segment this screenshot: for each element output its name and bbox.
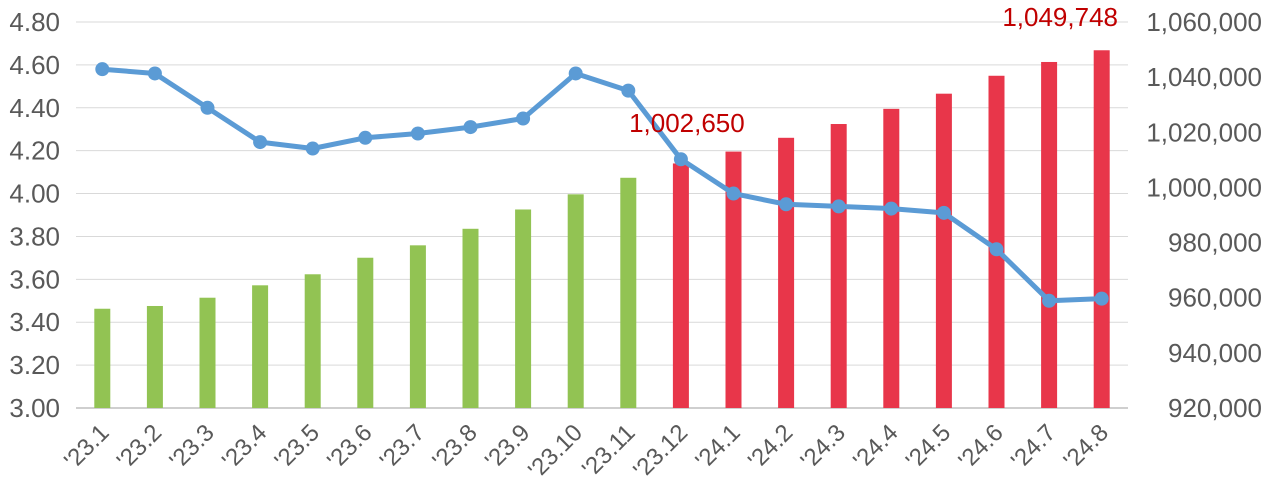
x-tick-label: '24.6 xyxy=(953,419,1008,474)
right-tick-label: 920,000 xyxy=(1168,393,1262,423)
bar xyxy=(567,194,584,408)
left-tick-label: 3.20 xyxy=(9,350,60,380)
right-tick-label: 1,020,000 xyxy=(1146,117,1262,147)
left-tick-label: 4.80 xyxy=(9,7,60,37)
line-point xyxy=(673,152,688,167)
line-point xyxy=(831,199,846,214)
data-label: 1,049,748 xyxy=(1002,2,1118,32)
left-tick-label: 3.80 xyxy=(9,221,60,251)
line-point xyxy=(568,66,583,81)
line-point xyxy=(884,201,899,216)
x-tick-label: '24.1 xyxy=(690,419,745,474)
bar xyxy=(94,308,111,408)
right-tick-label: 1,060,000 xyxy=(1146,7,1262,37)
left-tick-label: 4.40 xyxy=(9,93,60,123)
x-tick-label: '23.5 xyxy=(270,419,325,474)
line-point xyxy=(989,242,1004,257)
line-point xyxy=(147,66,162,81)
bar xyxy=(146,305,163,408)
bar xyxy=(462,228,479,408)
bar xyxy=(1041,61,1058,408)
line-point xyxy=(253,135,268,150)
line-series xyxy=(95,62,1109,308)
bar xyxy=(1093,50,1110,408)
bar xyxy=(304,274,321,408)
line-point xyxy=(936,205,951,220)
bar xyxy=(620,177,637,408)
right-tick-label: 1,040,000 xyxy=(1146,62,1262,92)
left-tick-label: 4.00 xyxy=(9,179,60,209)
line-point xyxy=(1042,293,1057,308)
x-tick-label: '24.2 xyxy=(743,419,798,474)
line-point xyxy=(410,126,425,141)
bar xyxy=(199,297,216,408)
line-point xyxy=(463,120,478,135)
x-tick-label: '24.4 xyxy=(848,419,903,474)
right-tick-label: 960,000 xyxy=(1168,283,1262,313)
left-tick-label: 4.60 xyxy=(9,50,60,80)
bar xyxy=(935,93,952,408)
bar xyxy=(515,209,532,408)
x-axis: '23.1'23.2'23.3'23.4'23.5'23.6'23.7'23.8… xyxy=(59,419,1114,484)
line-point xyxy=(726,186,741,201)
x-tick-label: '23.3 xyxy=(164,419,219,474)
bar xyxy=(830,124,847,408)
x-tick-label: '23.1 xyxy=(59,419,114,474)
gridlines xyxy=(76,21,1128,409)
left-tick-label: 3.40 xyxy=(9,307,60,337)
bar xyxy=(883,108,900,408)
line-point xyxy=(779,197,794,212)
bar xyxy=(988,75,1005,408)
x-tick-label: '23.10 xyxy=(523,419,588,484)
bar xyxy=(725,151,742,409)
bar xyxy=(672,163,689,408)
x-tick-label: '23.8 xyxy=(427,419,482,474)
x-tick-label: '23.11 xyxy=(577,419,641,483)
x-tick-label: '23.12 xyxy=(628,419,693,484)
left-y-axis: 3.00 3.20 3.40 3.60 3.80 4.00 4.20 4.40 4.60 4.80 xyxy=(9,7,60,423)
line-point xyxy=(95,62,110,77)
data-label: 1,002,650 xyxy=(629,108,745,138)
x-tick-label: '24.7 xyxy=(1006,419,1061,474)
line-point xyxy=(621,83,636,98)
right-tick-label: 940,000 xyxy=(1168,338,1262,368)
line-point xyxy=(358,130,373,145)
line-point xyxy=(200,100,215,115)
line-point xyxy=(516,111,531,126)
x-tick-label: '24.3 xyxy=(796,419,851,474)
x-tick-label: '23.7 xyxy=(375,419,430,474)
x-tick-label: '23.6 xyxy=(322,419,377,474)
right-tick-label: 1,000,000 xyxy=(1146,172,1262,202)
x-tick-label: '23.4 xyxy=(217,419,272,474)
bar xyxy=(409,245,426,408)
bar-series xyxy=(94,50,1110,409)
x-tick-label: '24.8 xyxy=(1059,419,1114,474)
right-tick-label: 980,000 xyxy=(1168,228,1262,258)
x-tick-label: '24.5 xyxy=(901,419,956,474)
bar xyxy=(357,257,374,408)
line-point xyxy=(305,141,320,156)
bar xyxy=(252,285,269,408)
series-line xyxy=(99,66,1105,304)
left-tick-label: 3.00 xyxy=(9,393,60,423)
x-tick-label: '23.2 xyxy=(112,419,167,474)
line-point xyxy=(1094,291,1109,306)
data-labels: 1,002,650 1,049,748 xyxy=(629,2,1118,138)
left-tick-label: 4.20 xyxy=(9,136,60,166)
bar xyxy=(778,137,795,409)
left-tick-label: 3.60 xyxy=(9,264,60,294)
right-y-axis: 920,000 940,000 960,000 980,000 1,000,000 1,0… xyxy=(1146,7,1262,423)
